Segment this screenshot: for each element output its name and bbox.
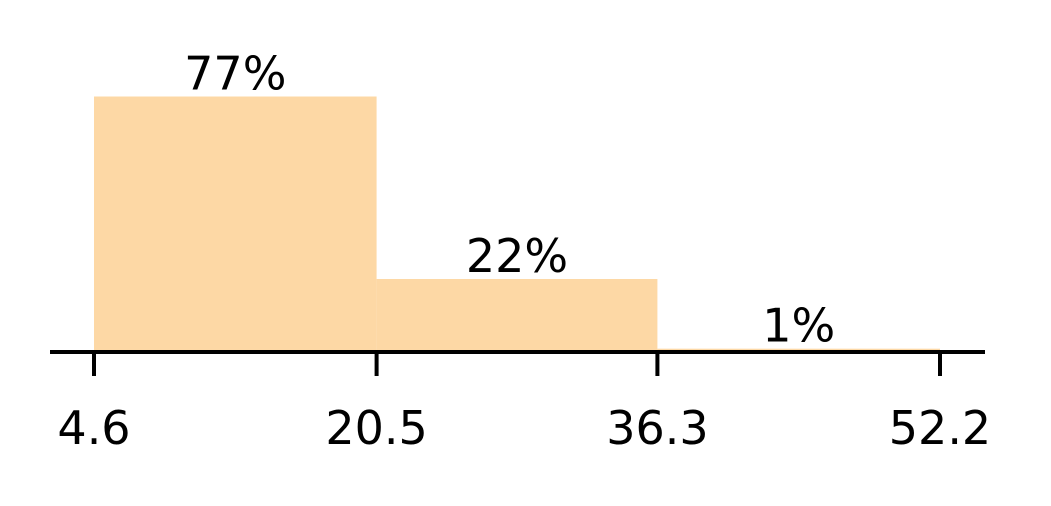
- x-axis-ticks: 4.6 20.5 36.3 52.2: [57, 352, 991, 455]
- x-tick-label: 4.6: [57, 401, 130, 455]
- histogram-bar: [94, 96, 377, 352]
- bars-group: [94, 96, 940, 352]
- data-labels-group: 77% 22% 1%: [184, 47, 835, 353]
- bar-data-label: 1%: [762, 299, 835, 353]
- x-tick-label: 36.3: [606, 401, 708, 455]
- bar-data-label: 22%: [466, 229, 568, 283]
- histogram-bar: [376, 279, 658, 352]
- x-tick-label: 52.2: [889, 401, 991, 455]
- x-tick-label: 20.5: [325, 401, 427, 455]
- bar-data-label: 77%: [184, 47, 286, 101]
